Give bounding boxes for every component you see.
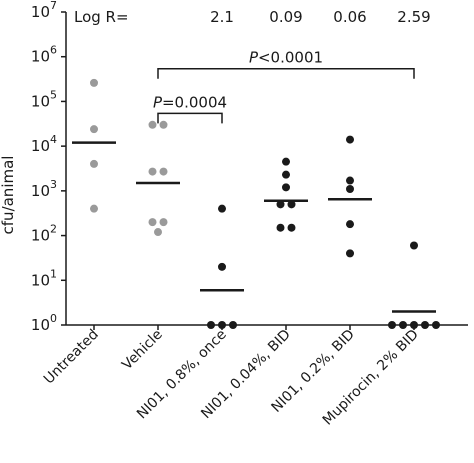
data-point [159, 218, 168, 227]
data-point [159, 120, 168, 129]
log-r-value: 2.1 [210, 8, 234, 26]
data-point [282, 183, 290, 192]
y-axis-label: cfu/animal [0, 156, 17, 235]
significance-bracket [157, 112, 223, 124]
data-point [421, 321, 429, 329]
data-point [148, 218, 157, 227]
data-point [346, 220, 354, 229]
data-point [276, 223, 285, 232]
data-point [218, 204, 226, 213]
y-tick-label: 106 [31, 44, 57, 66]
p-value-label: P<0.0001 [249, 49, 323, 67]
data-point [282, 157, 290, 166]
y-tick-label: 100 [31, 312, 57, 334]
data-point [154, 228, 162, 237]
data-point [148, 120, 157, 129]
category-label: Untreated [41, 327, 102, 388]
y-tick-label: 102 [31, 223, 57, 245]
data-point [90, 78, 98, 87]
data-point [90, 159, 98, 168]
data-point [218, 262, 226, 271]
y-tick-label: 107 [31, 0, 57, 21]
data-point [346, 185, 354, 194]
data-point [148, 167, 157, 176]
log-r-values: 2.1 0.09 0.06 2.59 [210, 8, 431, 26]
data-point [90, 125, 98, 134]
log-r-title: Log R= [74, 8, 129, 26]
y-tick-label: 103 [31, 178, 57, 200]
data-point [276, 200, 285, 209]
data-point [90, 204, 98, 213]
p-value-label: P=0.0004 [153, 93, 227, 111]
data-point [346, 135, 354, 144]
data-point [346, 249, 354, 258]
data-point [346, 176, 354, 185]
y-tick-label: 101 [31, 267, 57, 289]
data-point [207, 321, 215, 329]
data-point [388, 321, 396, 329]
data-points [90, 78, 440, 329]
data-point [282, 170, 290, 179]
log-r-value: 0.09 [269, 8, 302, 26]
log-r-value: 2.59 [397, 8, 430, 26]
data-point [432, 321, 440, 329]
data-point [410, 241, 418, 250]
median-lines [72, 141, 436, 313]
y-tick-label: 105 [31, 88, 57, 110]
data-point [159, 167, 168, 176]
category-label: Vehicle [119, 327, 166, 374]
data-point [399, 321, 407, 329]
y-ticks: 100 101 102 103 104 105 106 107 [31, 0, 66, 334]
y-tick-label: 104 [31, 133, 57, 155]
data-point [287, 223, 296, 232]
data-point [229, 321, 237, 329]
log-r-value: 0.06 [333, 8, 366, 26]
significance-bracket [157, 67, 415, 79]
significance-brackets: P<0.0001 P=0.0004 [153, 49, 415, 124]
data-point [287, 200, 296, 209]
